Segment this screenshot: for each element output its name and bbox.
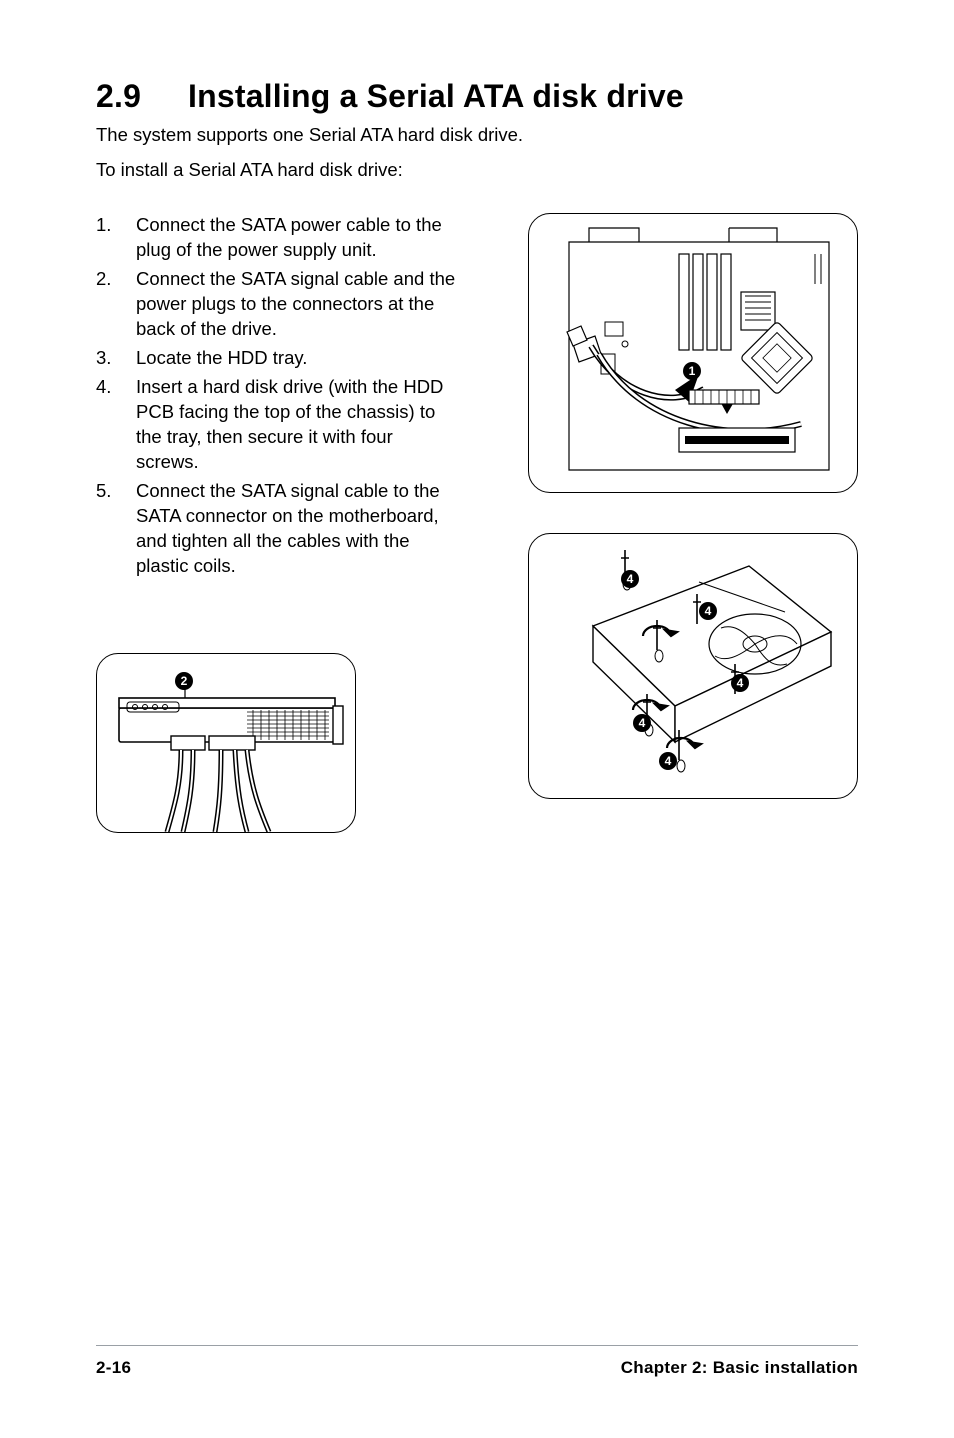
list-item: 4.Insert a hard disk drive (with the HDD… bbox=[96, 375, 456, 475]
figure-drive-rear-cables: 2 bbox=[96, 653, 356, 833]
section-heading: 2.9Installing a Serial ATA disk drive bbox=[96, 78, 858, 115]
step-text: Insert a hard disk drive (with the HDD P… bbox=[136, 375, 456, 475]
section-number: 2.9 bbox=[96, 78, 188, 115]
callout-badge: 1 bbox=[683, 362, 701, 380]
page-footer: 2-16 Chapter 2: Basic installation bbox=[0, 1345, 954, 1378]
step-number: 1. bbox=[96, 213, 136, 263]
callout-badge: 4 bbox=[621, 570, 639, 588]
callout-badge: 4 bbox=[699, 602, 717, 620]
intro-2: To install a Serial ATA hard disk drive: bbox=[96, 158, 858, 183]
content-area: 1.Connect the SATA power cable to the pl… bbox=[96, 213, 858, 579]
chapter-label: Chapter 2: Basic installation bbox=[621, 1358, 858, 1378]
list-item: 1.Connect the SATA power cable to the pl… bbox=[96, 213, 456, 263]
page-number: 2-16 bbox=[96, 1358, 131, 1378]
step-list: 1.Connect the SATA power cable to the pl… bbox=[96, 213, 456, 579]
list-item: 5.Connect the SATA signal cable to the S… bbox=[96, 479, 456, 579]
callout-badge: 4 bbox=[731, 674, 749, 692]
manual-page: 2.9Installing a Serial ATA disk drive Th… bbox=[0, 0, 954, 1438]
step-number: 2. bbox=[96, 267, 136, 342]
list-item: 3.Locate the HDD tray. bbox=[96, 346, 456, 371]
step-number: 3. bbox=[96, 346, 136, 371]
footer-rule bbox=[96, 1345, 858, 1346]
step-number: 4. bbox=[96, 375, 136, 475]
callout-badge: 4 bbox=[633, 714, 651, 732]
intro-1: The system supports one Serial ATA hard … bbox=[96, 123, 858, 148]
figure-hdd-tray: 4 4 4 4 4 bbox=[528, 533, 858, 799]
footer-row: 2-16 Chapter 2: Basic installation bbox=[96, 1358, 858, 1378]
figure-chassis-interior: 1 bbox=[528, 213, 858, 493]
step-text: Connect the SATA signal cable to the SAT… bbox=[136, 479, 456, 579]
list-item: 2.Connect the SATA signal cable and the … bbox=[96, 267, 456, 342]
step-text: Locate the HDD tray. bbox=[136, 346, 456, 371]
step-text: Connect the SATA power cable to the plug… bbox=[136, 213, 456, 263]
step-number: 5. bbox=[96, 479, 136, 579]
callout-badge: 4 bbox=[659, 752, 677, 770]
section-title: Installing a Serial ATA disk drive bbox=[188, 78, 684, 114]
step-text: Connect the SATA signal cable and the po… bbox=[136, 267, 456, 342]
callout-badge: 2 bbox=[175, 672, 193, 690]
